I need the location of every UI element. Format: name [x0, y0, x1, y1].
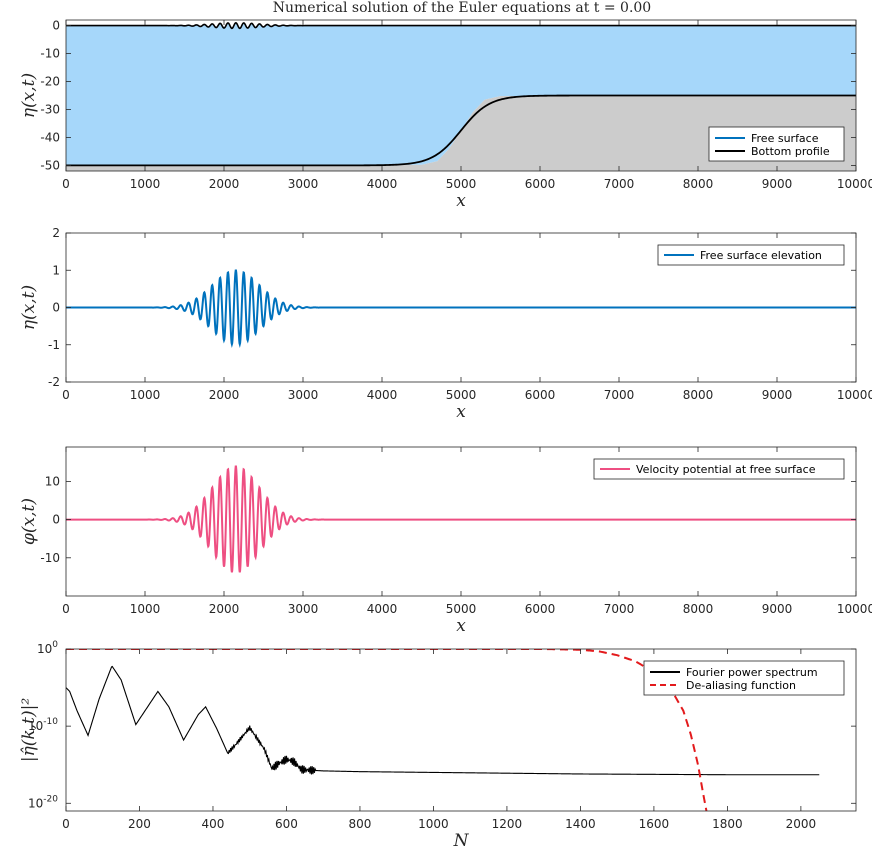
x-tick-label: 6000 [525, 602, 556, 616]
y-tick-label: -10 [40, 47, 60, 61]
x-tick-label: 9000 [762, 388, 793, 402]
legend-box [708, 126, 845, 162]
y-tick-label: 10-20 [28, 794, 58, 810]
x-tick-label: 400 [202, 817, 225, 831]
x-tick-label: 10000 [837, 177, 872, 191]
x-tick-label: 200 [128, 817, 151, 831]
x-tick-label: 7000 [604, 388, 635, 402]
legend-box [657, 244, 845, 266]
x-tick-label: 5000 [446, 602, 477, 616]
x-tick-label: 8000 [683, 388, 714, 402]
x-tick-label: 3000 [288, 177, 319, 191]
legend-box [593, 458, 845, 480]
y-tick-label: 1 [52, 263, 60, 277]
x-tick-label: 5000 [446, 388, 477, 402]
y-axis-label: φ(x,t) [19, 498, 39, 545]
fourier-spectrum-line [66, 665, 820, 776]
x-tick-label: 4000 [367, 177, 398, 191]
y-tick-label: 100 [37, 640, 58, 656]
legend-label: Fourier power spectrum [686, 666, 818, 679]
x-axis-label: x [456, 191, 466, 211]
x-tick-label: 600 [275, 817, 298, 831]
x-tick-label: 2000 [209, 177, 240, 191]
x-tick-label: 6000 [525, 177, 556, 191]
x-tick-label: 3000 [288, 602, 319, 616]
dealiasing-function-line [66, 649, 708, 811]
bottom-profile-line [66, 94, 856, 167]
y-tick-label: 0 [52, 513, 60, 527]
x-tick-label: 1000 [418, 817, 449, 831]
series-line [66, 269, 856, 348]
x-tick-label: 10000 [837, 602, 872, 616]
x-tick-label: 2000 [209, 602, 240, 616]
water-fill [66, 22, 856, 166]
bottom-fill [66, 95, 856, 171]
y-tick-label: 10-10 [28, 717, 58, 733]
x-tick-label: 800 [349, 817, 372, 831]
y-tick-label: -10 [40, 551, 60, 565]
y-tick-label: -1 [48, 338, 60, 352]
x-tick-label: 1800 [712, 817, 743, 831]
y-tick-label: -50 [40, 158, 60, 172]
y-axis-label: η(x,t) [19, 285, 39, 330]
x-tick-label: 4000 [367, 388, 398, 402]
panel-velocity-potential: 0 1000 2000 3000 4000 5000 6000 7000 8000 9000 100… [19, 446, 872, 636]
x-tick-label: 7000 [604, 602, 635, 616]
y-tick-label: -2 [48, 375, 60, 389]
x-tick-label: 1000 [130, 388, 161, 402]
figure-title: Numerical solution of the Euler equation… [273, 0, 651, 16]
y-tick-label: -20 [40, 75, 60, 89]
y-axis-label: |η̂(k,t)|² [19, 698, 39, 762]
x-tick-label: 6000 [525, 388, 556, 402]
x-tick-label: 0 [62, 388, 70, 402]
legend-label: Bottom profile [751, 145, 830, 158]
x-tick-label: 10000 [837, 388, 872, 402]
x-tick-label: 0 [62, 817, 70, 831]
panel-free-surface-elevation: 0 1000 2000 3000 4000 5000 6000 7000 8000 9000 100… [19, 226, 872, 422]
x-axis-label: x [456, 402, 466, 422]
x-tick-label: 1000 [130, 602, 161, 616]
free-surface-line [66, 21, 856, 30]
legend-label: Velocity potential at free surface [636, 463, 816, 476]
y-axis-label: η(x,t) [19, 73, 39, 118]
x-axis-label: x [456, 616, 466, 636]
y-tick-label: -40 [40, 130, 60, 144]
axes-frame [65, 648, 857, 812]
x-tick-label: 1600 [639, 817, 670, 831]
series-line [66, 465, 856, 573]
x-tick-label: 9000 [762, 602, 793, 616]
y-tick-label: 0 [52, 19, 60, 33]
x-tick-label: 7000 [604, 177, 635, 191]
x-tick-label: 8000 [683, 177, 714, 191]
x-axis-label: N [453, 831, 470, 846]
x-tick-label: 8000 [683, 602, 714, 616]
x-tick-label: 1200 [492, 817, 523, 831]
panel-surface-bathymetry: 0 1000 2000 3000 4000 5000 6000 7000 8000 9000 100… [19, 19, 872, 211]
x-tick-label: 5000 [446, 177, 477, 191]
panel-fourier-spectrum: 0 200 400 600 800 1000 1200 1400 1600 1800 2000 100… [19, 640, 857, 846]
x-tick-label: 3000 [288, 388, 319, 402]
x-tick-label: 2000 [209, 388, 240, 402]
x-tick-label: 9000 [762, 177, 793, 191]
x-tick-label: 1400 [565, 817, 596, 831]
legend-label: Free surface [751, 132, 819, 145]
legend-label: Free surface elevation [700, 249, 822, 262]
y-tick-label: 0 [52, 301, 60, 315]
legend-box [643, 660, 845, 696]
x-tick-label: 2000 [786, 817, 817, 831]
y-tick-label: 2 [52, 226, 60, 240]
legend-label: De-aliasing function [686, 679, 796, 692]
y-tick-label: -30 [40, 102, 60, 116]
x-tick-label: 4000 [367, 602, 398, 616]
x-tick-label: 1000 [130, 177, 161, 191]
y-tick-label: 10 [45, 474, 60, 488]
x-tick-label: 0 [62, 177, 70, 191]
x-tick-label: 0 [62, 602, 70, 616]
